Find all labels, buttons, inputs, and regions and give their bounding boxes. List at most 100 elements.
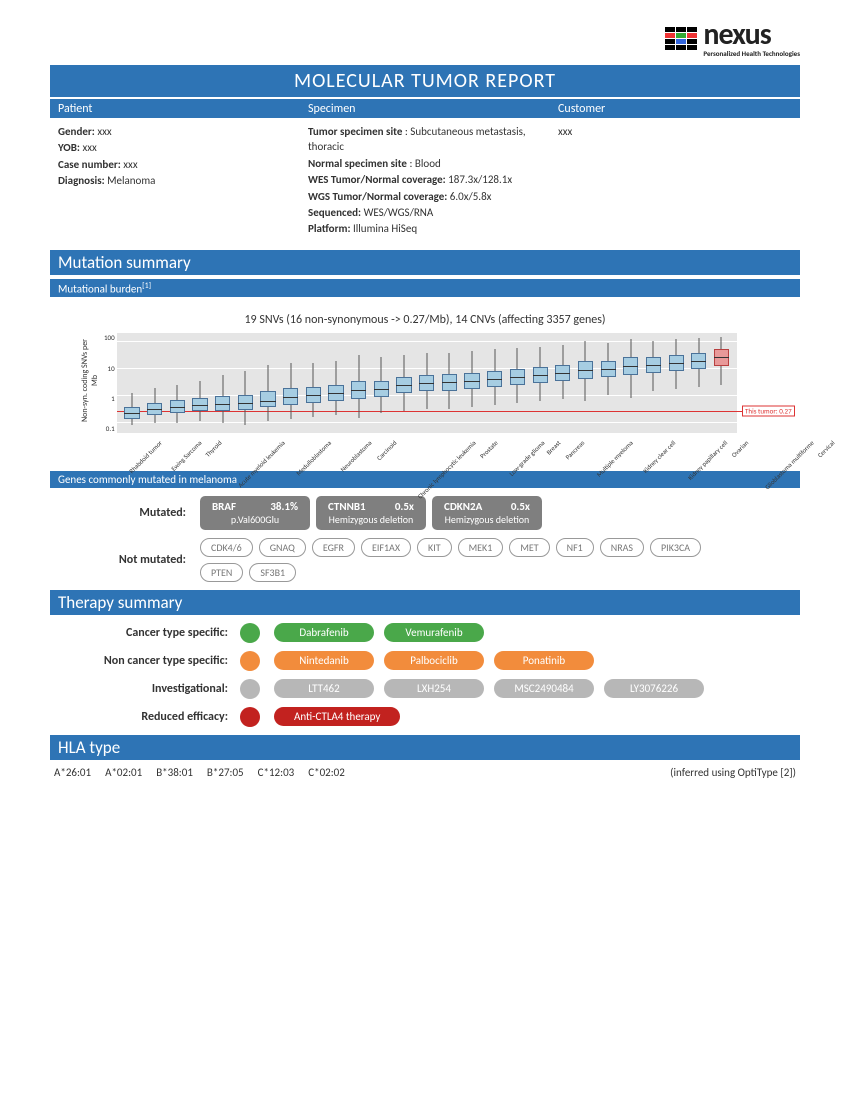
- therapy-dot: [240, 623, 260, 643]
- not-mutated-label: Not mutated:: [50, 553, 200, 567]
- therapy-pill: LTT462: [274, 679, 374, 698]
- header-line: Diagnosis: Melanoma: [58, 173, 292, 188]
- boxplot-box: [235, 333, 257, 433]
- logo-text: nexus: [703, 20, 770, 50]
- therapy-pill: LXH254: [384, 679, 484, 698]
- boxplot-box: [620, 333, 642, 433]
- therapy-pill: Palbociclib: [384, 651, 484, 670]
- y-tick: 10: [104, 364, 115, 373]
- therapy-dot: [240, 679, 260, 699]
- therapy-row: Non cancer type specific:NintedanibPalbo…: [50, 651, 800, 671]
- x-label: Ewing Sarcoma: [170, 439, 204, 473]
- boxplot-box: [325, 333, 347, 433]
- x-label: Thyroid: [204, 439, 224, 459]
- mutational-burden-header: Mutational burden[1]: [50, 279, 800, 298]
- not-mutated-gene-pill: PIK3CA: [650, 538, 701, 557]
- header-line: WES Tumor/Normal coverage: 187.3x/128.1x: [308, 172, 542, 187]
- x-label: Kidney clear cell: [641, 439, 677, 475]
- not-mutated-row: Not mutated: CDK4/6GNAQEGFREIF1AXKITMEK1…: [50, 538, 800, 582]
- burden-chart-area: 19 SNVs (16 non-synonymous -> 0.27/Mb), …: [50, 297, 800, 467]
- x-labels: Rhabdoid tumorEwing SarcomaThyroidAcute …: [117, 433, 737, 447]
- therapy-pill: Dabrafenib: [274, 623, 374, 642]
- y-tick: 0.1: [104, 424, 115, 433]
- not-mutated-gene-pill: MET: [509, 538, 549, 557]
- y-tick: 1: [104, 394, 115, 403]
- hla-type-header: HLA type: [50, 735, 800, 760]
- header-line: WGS Tumor/Normal coverage: 6.0x/5.8x: [308, 189, 542, 204]
- not-mutated-gene-pill: EGFR: [312, 538, 355, 557]
- header-col-title: Specimen: [300, 100, 550, 118]
- therapy-summary-header: Therapy summary: [50, 590, 800, 615]
- header-line: Platform: Illumina HiSeq: [308, 221, 542, 236]
- boxplot-box: [212, 333, 234, 433]
- x-label: Carcinoid: [375, 439, 398, 462]
- header-col: Specimen Tumor specimen site : Subcutaneo…: [300, 100, 550, 244]
- boxplot-box: [552, 333, 574, 433]
- mutated-gene-pill: CDKN2A0.5xHemizygous deletion: [432, 496, 542, 529]
- hla-allele: A*26:01: [54, 766, 91, 779]
- header-col-body: Tumor specimen site : Subcutaneous metas…: [300, 118, 550, 244]
- header-line: YOB: xxx: [58, 140, 292, 155]
- therapy-row: Reduced efficacy: Anti-CTLA4 therapy: [50, 707, 800, 727]
- not-mutated-gene-pill: MEK1: [458, 538, 504, 557]
- hla-allele: C*02:02: [308, 766, 345, 779]
- hla-allele: A*02:01: [105, 766, 142, 779]
- not-mutated-gene-pill: EIF1AX: [361, 538, 411, 557]
- ref-label: This tumor: 0.27: [742, 406, 795, 417]
- boxplot-box: [484, 333, 506, 433]
- header-col-title: Patient: [50, 100, 300, 118]
- boxplot-box: [643, 333, 665, 433]
- x-label: Cervical: [817, 439, 837, 459]
- not-mutated-gene-pill: NF1: [556, 538, 594, 557]
- logo-area: nexus Personalized Health Technologies: [50, 20, 800, 57]
- boxplot-box: [665, 333, 687, 433]
- not-mutated-gene-pill: NRAS: [600, 538, 644, 557]
- boxplot-box: [575, 333, 597, 433]
- boxplot-box: [303, 333, 325, 433]
- boxplot-box: [167, 333, 189, 433]
- therapy-pill: MSC2490484: [494, 679, 594, 698]
- therapy-pills: Dabrafenib Vemurafenib: [274, 623, 484, 642]
- x-label: Rhabdoid tumor: [127, 439, 163, 475]
- therapy-pills: LTT462LXH254MSC2490484LY3076226: [274, 679, 704, 698]
- hla-allele: B*27:05: [207, 766, 244, 779]
- mutation-summary-header: Mutation summary: [50, 250, 800, 275]
- header-line: Gender: xxx: [58, 124, 292, 139]
- x-label: Pancreas: [564, 439, 586, 461]
- header-col: Patient Gender: xxxYOB: xxx Case number: x…: [50, 100, 300, 244]
- boxplot-box: [529, 333, 551, 433]
- boxplot-box: [189, 333, 211, 433]
- boxplot-box: [280, 333, 302, 433]
- header-columns: Patient Gender: xxxYOB: xxx Case number: x…: [50, 99, 800, 244]
- boxplot-box: [257, 333, 279, 433]
- therapy-label: Reduced efficacy:: [50, 710, 240, 724]
- therapy-pill: Vemurafenib: [384, 623, 484, 642]
- burden-ref: [1]: [142, 281, 151, 291]
- boxplot-box: [121, 333, 143, 433]
- therapy-row: Investigational:LTT462LXH254MSC2490484LY…: [50, 679, 800, 699]
- not-mutated-gene-pill: KIT: [417, 538, 452, 557]
- therapy-pill: Anti-CTLA4 therapy: [274, 707, 400, 726]
- boxplot-box: [597, 333, 619, 433]
- boxplot-box: [688, 333, 710, 433]
- mutated-pills: BRAF38.1%p.Val600GluCTNNB10.5xHemizygous…: [200, 496, 542, 529]
- hla-allele: B*38:01: [156, 766, 193, 779]
- y-axis-label: Non-syn. coding SNVs per Mb: [80, 333, 100, 433]
- therapy-label: Investigational:: [50, 682, 240, 696]
- therapy-pill: Ponatinib: [494, 651, 594, 670]
- header-line: Case number: xxx: [58, 157, 292, 172]
- mutated-label: Mutated:: [50, 506, 200, 520]
- not-mutated-gene-pill: GNAQ: [259, 538, 306, 557]
- nexus-logo-icon: [665, 27, 697, 51]
- boxplot-box: [393, 333, 415, 433]
- logo: nexus Personalized Health Technologies: [665, 20, 800, 57]
- burden-title: Mutational burden: [58, 282, 142, 295]
- x-label: Neuroblastoma: [339, 439, 373, 473]
- header-line: Tumor specimen site : Subcutaneous metas…: [308, 124, 542, 155]
- logo-subtitle: Personalized Health Technologies: [703, 50, 800, 57]
- mutated-row: Mutated: BRAF38.1%p.Val600GluCTNNB10.5xH…: [50, 496, 800, 529]
- boxplot-box: [507, 333, 529, 433]
- therapy-pills: NintedanibPalbociclibPonatinib: [274, 651, 594, 670]
- not-mutated-gene-pill: PTEN: [200, 563, 243, 582]
- mutated-gene-pill: CTNNB10.5xHemizygous deletion: [316, 496, 426, 529]
